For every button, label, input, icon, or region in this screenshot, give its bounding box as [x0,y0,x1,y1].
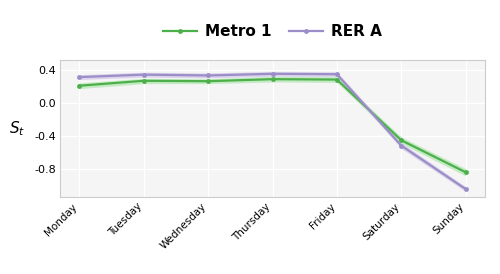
Metro 1 [76,84,82,87]
Metro 1 [270,78,276,81]
Metro 1 [462,171,468,174]
Legend: Metro 1, RER A: Metro 1, RER A [164,24,382,39]
Metro 1 [140,79,146,82]
Line: Metro 1: Metro 1 [77,77,468,175]
Line: RER A: RER A [77,72,468,192]
Metro 1 [205,79,211,83]
RER A [140,73,146,76]
Metro 1 [334,78,340,81]
RER A [76,75,82,79]
RER A [205,74,211,77]
RER A [270,72,276,75]
RER A [334,73,340,76]
RER A [462,187,468,191]
Metro 1 [398,139,404,142]
RER A [398,144,404,147]
Y-axis label: $S_t$: $S_t$ [10,119,26,138]
